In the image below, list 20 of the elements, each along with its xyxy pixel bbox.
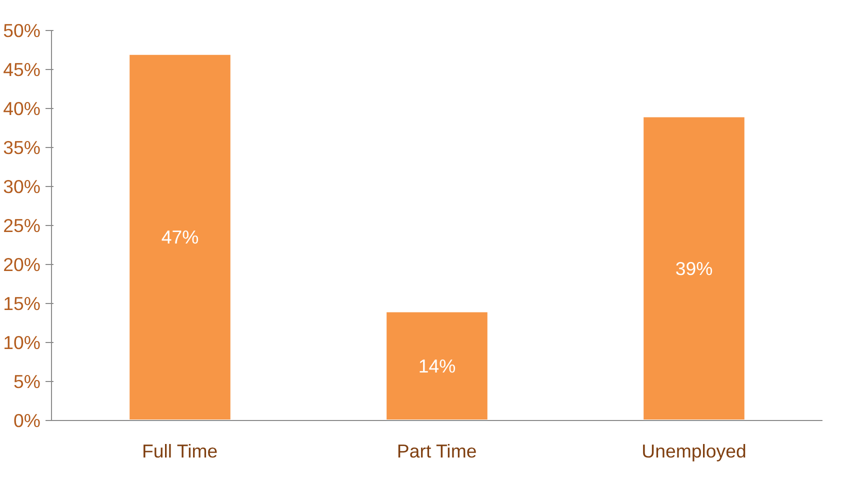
y-tick-label: 50% bbox=[3, 20, 41, 41]
y-tick-label: 20% bbox=[3, 254, 41, 275]
data-label: 47% bbox=[161, 226, 199, 248]
y-tick-label: 40% bbox=[3, 98, 41, 119]
x-tick-label: Full Time bbox=[142, 440, 218, 462]
y-tick-label: 30% bbox=[3, 176, 41, 197]
y-tick-label: 35% bbox=[3, 137, 41, 158]
x-tick-label: Unemployed bbox=[642, 440, 746, 462]
y-tick-label: 10% bbox=[3, 332, 41, 353]
data-label: 14% bbox=[418, 355, 456, 376]
data-label: 39% bbox=[675, 258, 713, 279]
y-tick-label: 45% bbox=[3, 59, 41, 80]
bar bbox=[128, 52, 232, 420]
y-tick-label: 15% bbox=[3, 293, 41, 314]
y-tick-label: 25% bbox=[3, 215, 41, 236]
y-tick-label: 0% bbox=[14, 410, 41, 431]
bar bbox=[642, 115, 746, 420]
bar bbox=[384, 310, 490, 420]
y-tick-label: 5% bbox=[14, 371, 41, 392]
x-tick-label: Part Time bbox=[396, 440, 477, 462]
